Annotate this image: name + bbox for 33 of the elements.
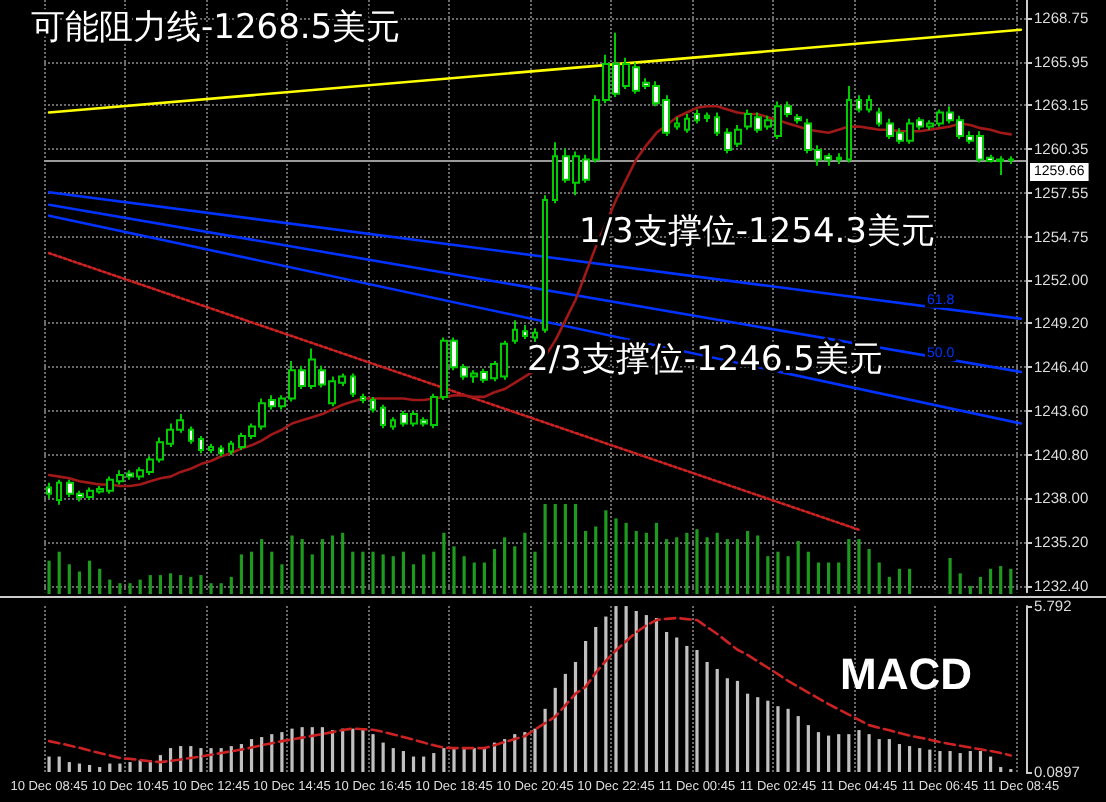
candlestick xyxy=(380,403,386,430)
line-series xyxy=(47,616,1013,764)
candlestick xyxy=(522,324,528,341)
candlestick xyxy=(694,108,700,125)
candlestick xyxy=(532,327,538,345)
annotation: 可能阻力线-1268.5美元 xyxy=(31,8,401,48)
candlestick xyxy=(794,113,802,125)
candlestick xyxy=(684,113,690,134)
candlestick xyxy=(856,94,862,114)
candlestick xyxy=(512,319,518,345)
candlestick xyxy=(866,94,872,114)
candlestick xyxy=(198,434,204,455)
candlestick xyxy=(552,141,558,205)
candlestick xyxy=(390,416,396,431)
candlestick xyxy=(714,111,720,137)
candlestick xyxy=(218,444,224,458)
candlestick xyxy=(360,392,366,405)
candlestick xyxy=(228,439,234,456)
candlestick xyxy=(674,116,680,131)
candlestick xyxy=(1008,155,1014,166)
candlestick xyxy=(704,111,710,123)
candlestick xyxy=(370,395,376,414)
candlestick xyxy=(56,478,62,506)
candlestick xyxy=(208,442,214,455)
line-series xyxy=(47,104,1013,488)
candlestick xyxy=(876,106,882,128)
candlestick xyxy=(836,152,842,166)
candlestick xyxy=(188,425,194,445)
candlestick xyxy=(846,84,852,164)
candlestick xyxy=(46,481,52,500)
text: MACD xyxy=(840,649,973,699)
candlestick xyxy=(542,194,548,334)
candlestick xyxy=(350,372,356,398)
